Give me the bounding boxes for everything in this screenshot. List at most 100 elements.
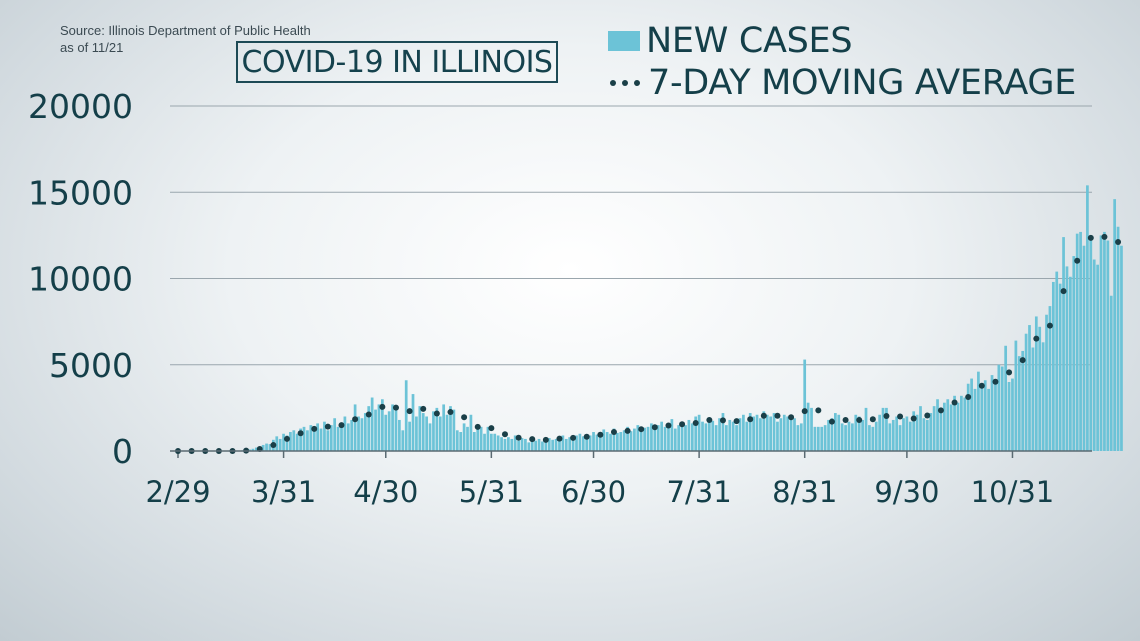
new-cases-bar — [711, 420, 715, 451]
new-cases-bar — [619, 432, 623, 451]
x-tick-label: 8/31 — [772, 475, 837, 509]
moving-average-dot — [1046, 322, 1053, 329]
new-cases-bar — [1120, 245, 1123, 451]
new-cases-bar — [581, 436, 585, 451]
new-cases-bar — [816, 426, 820, 451]
new-cases-bar — [650, 423, 653, 451]
x-tick-label: 5/31 — [459, 475, 524, 509]
new-cases-bar — [609, 433, 612, 451]
x-tick-label: 3/31 — [251, 475, 316, 509]
moving-average-dot — [311, 425, 318, 432]
new-cases-bar — [1034, 316, 1038, 451]
moving-average-dot — [1115, 239, 1122, 246]
new-cases-bar — [847, 421, 851, 451]
new-cases-bar — [970, 378, 973, 451]
new-cases-bar — [660, 421, 664, 451]
as-of-line: as of 11/21 — [60, 40, 124, 55]
moving-average-dot — [856, 416, 863, 423]
new-cases-bar — [469, 414, 473, 451]
y-tick-label: 10000 — [28, 260, 133, 299]
new-cases-bar — [1103, 231, 1106, 451]
new-cases-bar — [885, 407, 888, 452]
new-cases-bar — [680, 422, 684, 451]
moving-average-dot — [583, 433, 590, 440]
new-cases-bar — [489, 433, 493, 451]
new-cases-bar — [1075, 233, 1079, 451]
moving-average-dot — [610, 429, 617, 436]
y-tick-label: 0 — [112, 432, 133, 471]
new-cases-bar — [861, 419, 864, 451]
new-cases-bar — [483, 433, 486, 451]
new-cases-bar — [667, 425, 670, 451]
new-cases-bar — [438, 416, 442, 451]
new-cases-bar — [602, 429, 606, 451]
new-cases-bar — [714, 425, 718, 452]
moving-average-dot — [774, 412, 781, 419]
new-cases-bar — [289, 432, 292, 451]
new-cases-bar — [1004, 345, 1008, 451]
new-cases-bar — [966, 383, 970, 451]
new-cases-bar — [915, 414, 919, 451]
x-tick-label: 9/30 — [874, 475, 939, 509]
new-cases-bar — [411, 394, 415, 451]
new-cases-bar — [851, 423, 854, 451]
new-cases-bar — [755, 414, 759, 451]
dotted-line-icon — [608, 80, 640, 86]
new-cases-bar — [343, 416, 347, 451]
moving-average-dot — [570, 434, 577, 441]
new-cases-bar — [1051, 281, 1055, 451]
new-cases-bar — [1028, 325, 1031, 451]
new-cases-bar — [377, 404, 381, 451]
new-cases-bar — [428, 423, 432, 451]
new-cases-bar — [874, 421, 878, 451]
new-cases-bar — [1099, 235, 1103, 452]
new-cases-bar — [1062, 237, 1065, 451]
new-cases-bar — [1024, 333, 1028, 451]
moving-average-dot — [965, 394, 972, 401]
new-cases-bar — [752, 416, 755, 451]
new-cases-bar — [840, 423, 844, 451]
moving-average-dot — [624, 427, 631, 434]
new-cases-bar — [452, 409, 456, 451]
moving-average-dot — [392, 404, 399, 411]
new-cases-bar — [612, 428, 616, 451]
new-cases-bar — [425, 416, 428, 451]
new-cases-bar — [663, 426, 667, 451]
new-cases-bar — [622, 430, 626, 451]
source-line: Source: Illinois Department of Public He… — [60, 23, 311, 38]
new-cases-bar — [510, 438, 514, 451]
new-cases-bar — [486, 426, 490, 451]
new-cases-bar — [942, 402, 946, 451]
moving-average-dot — [638, 426, 645, 433]
new-cases-bar — [421, 413, 425, 451]
new-cases-bar — [588, 435, 592, 451]
new-cases-bar — [370, 397, 374, 451]
moving-average-dot — [501, 431, 508, 438]
new-cases-bar — [326, 430, 330, 451]
moving-average-dot — [447, 409, 454, 416]
new-cases-bar — [367, 406, 371, 451]
new-cases-bar — [673, 428, 677, 451]
new-cases-bar — [701, 421, 704, 451]
new-cases-bar — [629, 431, 633, 451]
new-cases-bar — [810, 407, 813, 452]
new-cases-bar — [309, 425, 313, 452]
new-cases-bar — [564, 438, 568, 451]
new-cases-bar — [302, 426, 306, 451]
moving-average-dot — [352, 416, 359, 423]
new-cases-bar — [391, 404, 394, 451]
new-cases-bar — [1055, 271, 1059, 451]
new-cases-bar — [350, 419, 354, 451]
new-cases-bar — [799, 423, 803, 451]
new-cases-bar — [786, 416, 790, 451]
legend-item-moving-average: 7-DAY MOVING AVERAGE — [608, 62, 1076, 104]
new-cases-bar — [319, 428, 323, 451]
new-cases-bar — [656, 425, 660, 452]
new-cases-bar — [878, 414, 881, 451]
y-tick-label: 20000 — [28, 87, 133, 126]
new-cases-bar — [1109, 295, 1113, 451]
new-cases-bar — [1011, 378, 1014, 451]
new-cases-bar — [248, 449, 251, 451]
new-cases-bar — [537, 438, 541, 451]
